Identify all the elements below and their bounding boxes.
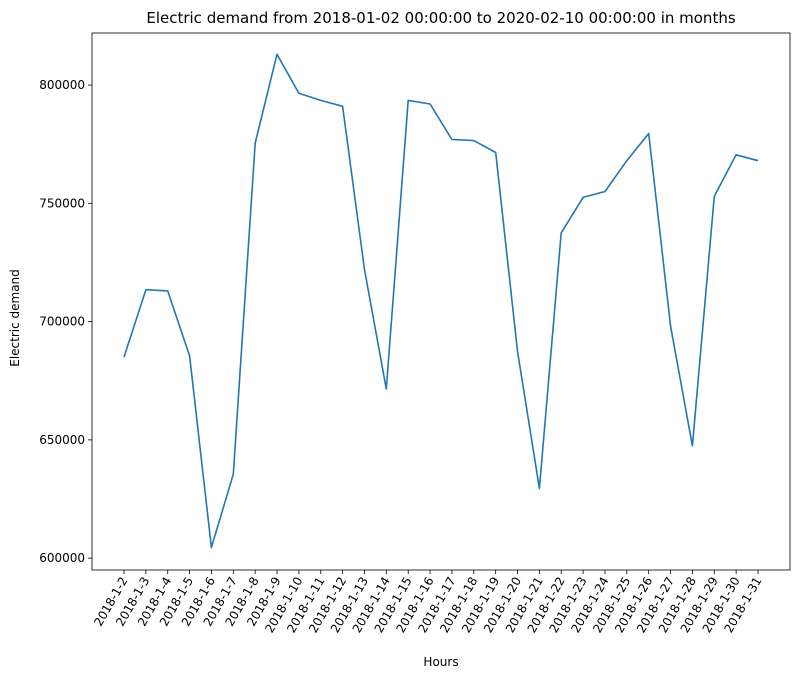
y-tick-label: 600000 [39,551,85,565]
y-tick-label: 750000 [39,196,85,210]
y-tick-label: 650000 [39,433,85,447]
series-line [123,53,759,549]
y-tick-label: 800000 [39,78,85,92]
plot-frame [91,32,791,571]
plot-area: 6000006500007000007500008000002018-1-220… [39,32,791,635]
y-tick-label: 700000 [39,315,85,329]
x-axis-label: Hours [423,655,458,669]
chart-title: Electric demand from 2018-01-02 00:00:00… [146,9,735,27]
y-axis-label: Electric demand [8,269,22,367]
